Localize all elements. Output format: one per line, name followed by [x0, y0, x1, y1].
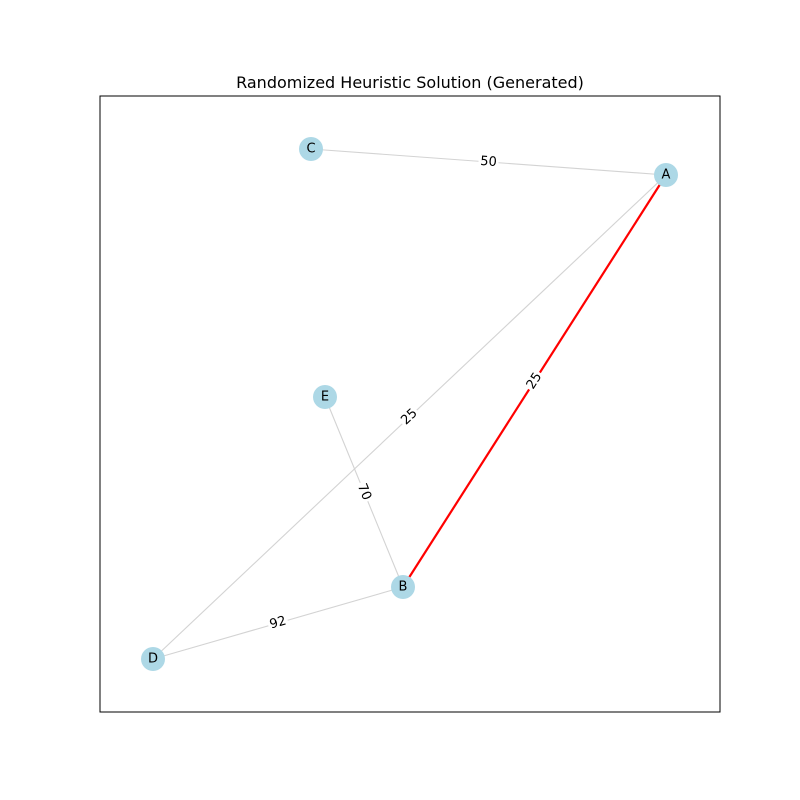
- edge-weight-text: 50: [480, 154, 498, 170]
- node-label: D: [148, 652, 158, 667]
- edge-label: 70: [352, 479, 376, 505]
- edge-label-background: [522, 368, 547, 394]
- node-e: E: [313, 385, 337, 409]
- edge-label-background: [396, 404, 423, 430]
- edge-label: 25: [522, 368, 547, 394]
- node-circle: [391, 575, 415, 599]
- node-circle: [654, 163, 678, 187]
- edge-label: 50: [477, 153, 500, 171]
- edge-label-background: [266, 612, 290, 634]
- edge-label: 92: [266, 612, 290, 634]
- edge-weight-text: 70: [354, 481, 374, 502]
- edge-weight-text: 92: [268, 614, 288, 633]
- node-d: D: [141, 647, 165, 671]
- node-a: A: [654, 163, 678, 187]
- figure-title: Randomized Heuristic Solution (Generated…: [236, 73, 584, 92]
- node-label: E: [321, 390, 329, 405]
- node-b: B: [391, 575, 415, 599]
- edge-label-background: [477, 153, 500, 171]
- node-label: C: [306, 142, 315, 157]
- edge-label: 25: [396, 404, 423, 430]
- node-label: B: [399, 580, 408, 595]
- node-circle: [141, 647, 165, 671]
- edge-label-background: [352, 479, 376, 505]
- plot-frame: [99, 95, 721, 713]
- node-circle: [299, 137, 323, 161]
- nodes-layer: A B C D E: [141, 137, 678, 671]
- node-c: C: [299, 137, 323, 161]
- node-label: A: [662, 168, 671, 183]
- edge-labels-layer: 50 25 70 92 25: [266, 153, 547, 634]
- node-circle: [313, 385, 337, 409]
